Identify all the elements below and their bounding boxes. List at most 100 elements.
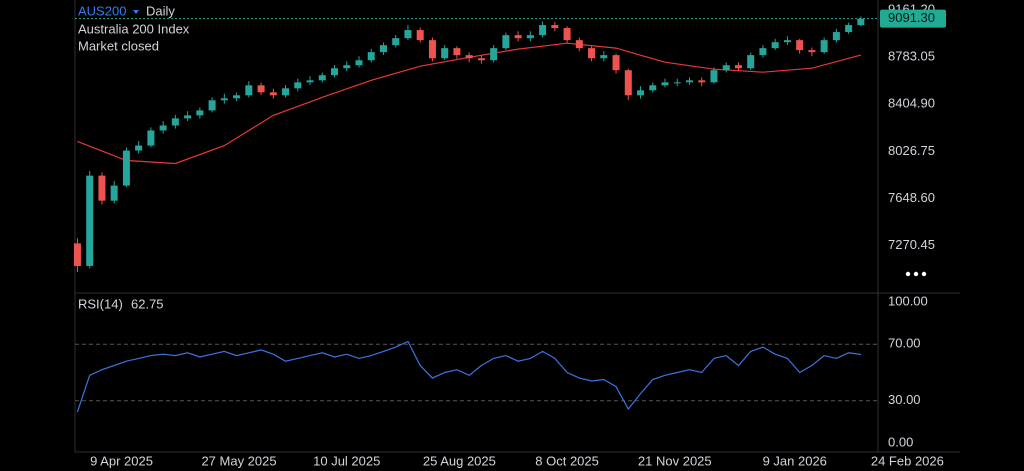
- interval[interactable]: Daily: [146, 3, 175, 18]
- candle-body: [404, 30, 412, 39]
- candle-body: [184, 115, 192, 119]
- time-tick-label: 10 Jul 2025: [313, 453, 380, 468]
- candle-body: [832, 32, 840, 41]
- candle-body: [159, 125, 167, 131]
- rsi-tick-label: 100.00: [888, 293, 928, 308]
- time-tick-label: 24 Feb 2026: [871, 453, 944, 468]
- time-tick-label: 21 Nov 2025: [638, 453, 712, 468]
- dot: [905, 271, 911, 277]
- rsi-value: 62.75: [131, 296, 164, 311]
- candle-body: [649, 85, 657, 91]
- candle-body: [86, 175, 94, 266]
- rsi-tick-label: 0.00: [888, 434, 913, 449]
- candle-body: [453, 48, 461, 56]
- candle-body: [257, 85, 265, 93]
- candle-body: [282, 88, 290, 96]
- last-price-box: [880, 9, 946, 28]
- price-tick-label: 7648.60: [888, 190, 935, 205]
- candle-body: [416, 30, 424, 41]
- dot: [913, 271, 919, 277]
- candle-body: [73, 243, 81, 266]
- candle-body: [135, 145, 143, 151]
- last-price-label: 9091.30: [888, 10, 935, 25]
- candle-body: [502, 35, 510, 49]
- candle-body: [710, 70, 718, 83]
- candle-body: [110, 185, 118, 201]
- price-tick-label: 7270.45: [888, 237, 935, 252]
- dot: [921, 271, 927, 277]
- candle-body: [147, 130, 155, 146]
- candle-body: [514, 35, 522, 39]
- candle-body: [722, 65, 730, 71]
- candle-body: [245, 85, 253, 96]
- candle-body: [392, 38, 400, 46]
- candle-body: [747, 55, 755, 69]
- candle-body: [233, 95, 241, 99]
- instrument-name: Australia 200 Index: [78, 21, 190, 36]
- candle-body: [759, 48, 767, 56]
- candle-body: [575, 40, 583, 49]
- candle-body: [306, 80, 314, 83]
- candle-body: [171, 118, 179, 126]
- price-tick-label: 8026.75: [888, 143, 935, 158]
- candle-body: [490, 48, 498, 61]
- candle-body: [698, 80, 706, 83]
- symbol[interactable]: AUS200: [78, 3, 126, 18]
- time-tick-label: 9 Jan 2026: [763, 453, 827, 468]
- candle-body: [428, 40, 436, 59]
- candle-body: [551, 25, 559, 29]
- market-status: Market closed: [78, 38, 159, 53]
- candle-body: [771, 42, 779, 49]
- candle-body: [808, 50, 816, 53]
- candle-body: [539, 25, 547, 36]
- candle-body: [563, 28, 571, 41]
- symbol-dropdown-icon[interactable]: [133, 10, 139, 14]
- time-tick-label: 8 Oct 2025: [535, 453, 599, 468]
- candle-body: [624, 70, 632, 96]
- candle-body: [294, 82, 302, 89]
- candle-body: [269, 92, 277, 96]
- candle-body: [355, 60, 363, 66]
- candle-body: [820, 40, 828, 53]
- candle-body: [465, 55, 473, 59]
- rsi-tick-label: 70.00: [888, 336, 921, 351]
- candle-body: [734, 65, 742, 69]
- candle-body: [845, 25, 853, 33]
- candle-body: [220, 98, 228, 101]
- candle-body: [796, 40, 804, 51]
- price-tick-label: 8404.90: [888, 96, 935, 111]
- price-tick-label: 8783.05: [888, 49, 935, 64]
- candle-body: [367, 52, 375, 61]
- candle-body: [98, 175, 106, 201]
- candle-body: [441, 48, 449, 59]
- candle-body: [673, 82, 681, 84]
- candle-body: [637, 90, 645, 96]
- candle-body: [122, 150, 130, 186]
- time-tick-label: 27 May 2025: [201, 453, 276, 468]
- candle-body: [477, 58, 485, 61]
- candle-body: [379, 45, 387, 53]
- candle-body: [526, 35, 534, 39]
- candle-body: [661, 82, 669, 86]
- more-options[interactable]: [905, 271, 927, 277]
- candle-body: [857, 18, 865, 26]
- candle-body: [600, 55, 608, 59]
- candle-body: [612, 55, 620, 71]
- candle-body: [685, 80, 693, 83]
- candle-body: [783, 40, 791, 43]
- candle-body: [318, 75, 326, 81]
- time-tick-label: 9 Apr 2025: [90, 453, 153, 468]
- candle-body: [588, 48, 596, 59]
- candle-body: [196, 110, 204, 116]
- candle-body: [331, 68, 339, 76]
- time-tick-label: 25 Aug 2025: [423, 453, 496, 468]
- candle-body: [208, 100, 216, 111]
- rsi-tick-label: 30.00: [888, 392, 921, 407]
- plot-layer: [73, 16, 878, 413]
- candle-body: [343, 65, 351, 69]
- rsi-line: [76, 340, 861, 413]
- rsi-name: RSI(14): [78, 296, 123, 311]
